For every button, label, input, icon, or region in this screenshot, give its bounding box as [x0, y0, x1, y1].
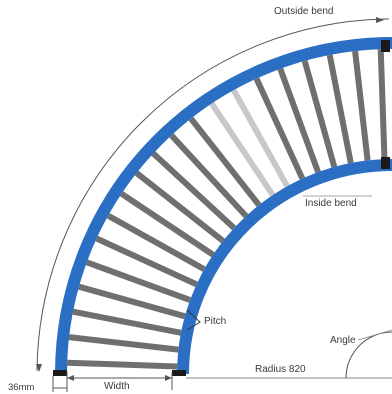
radius-label: Radius 820 [255, 364, 306, 375]
roller [68, 334, 179, 353]
roller-highlighted [209, 101, 276, 197]
roller [119, 191, 215, 258]
outer-rail-end-cap-bottom [53, 370, 67, 376]
roller [134, 170, 225, 244]
roller [253, 77, 306, 180]
width-label: Width [104, 381, 130, 392]
roller [85, 259, 192, 303]
pitch-label: Pitch [204, 316, 226, 327]
roller-highlighted [231, 88, 290, 188]
pitch-bracket [186, 309, 201, 331]
width-arrow-right [165, 375, 172, 381]
outside-bend-dimension-arc [36, 18, 389, 371]
roller [106, 213, 206, 272]
roller [72, 308, 182, 336]
outer-rail-end-cap-top [381, 40, 390, 52]
roller [301, 60, 338, 168]
width-arrow-left [67, 375, 74, 381]
roller [169, 133, 249, 219]
roller [352, 50, 371, 161]
inside-bend-label: Inside bend [305, 198, 357, 209]
outside-bend-arrowhead-bottom [36, 364, 42, 372]
outside-bend-label: Outside bend [274, 6, 334, 17]
roller [95, 235, 198, 288]
roller [326, 54, 354, 164]
inner-rail-end-cap-top [381, 157, 390, 169]
roller [377, 49, 388, 160]
roller [151, 151, 237, 231]
roller [277, 67, 321, 174]
roller [67, 359, 178, 370]
outer-frame-rail [55, 37, 392, 375]
roller [188, 116, 262, 207]
inner-frame-rail [177, 159, 392, 375]
angle-leader [357, 329, 392, 341]
outside-bend-arrowhead-top [376, 17, 384, 23]
rail-width-label: 36mm [8, 382, 34, 393]
roller [78, 283, 186, 320]
angle-label: Angle [330, 335, 356, 346]
inner-rail-end-cap-bottom [172, 370, 186, 376]
roller-group [67, 49, 388, 370]
